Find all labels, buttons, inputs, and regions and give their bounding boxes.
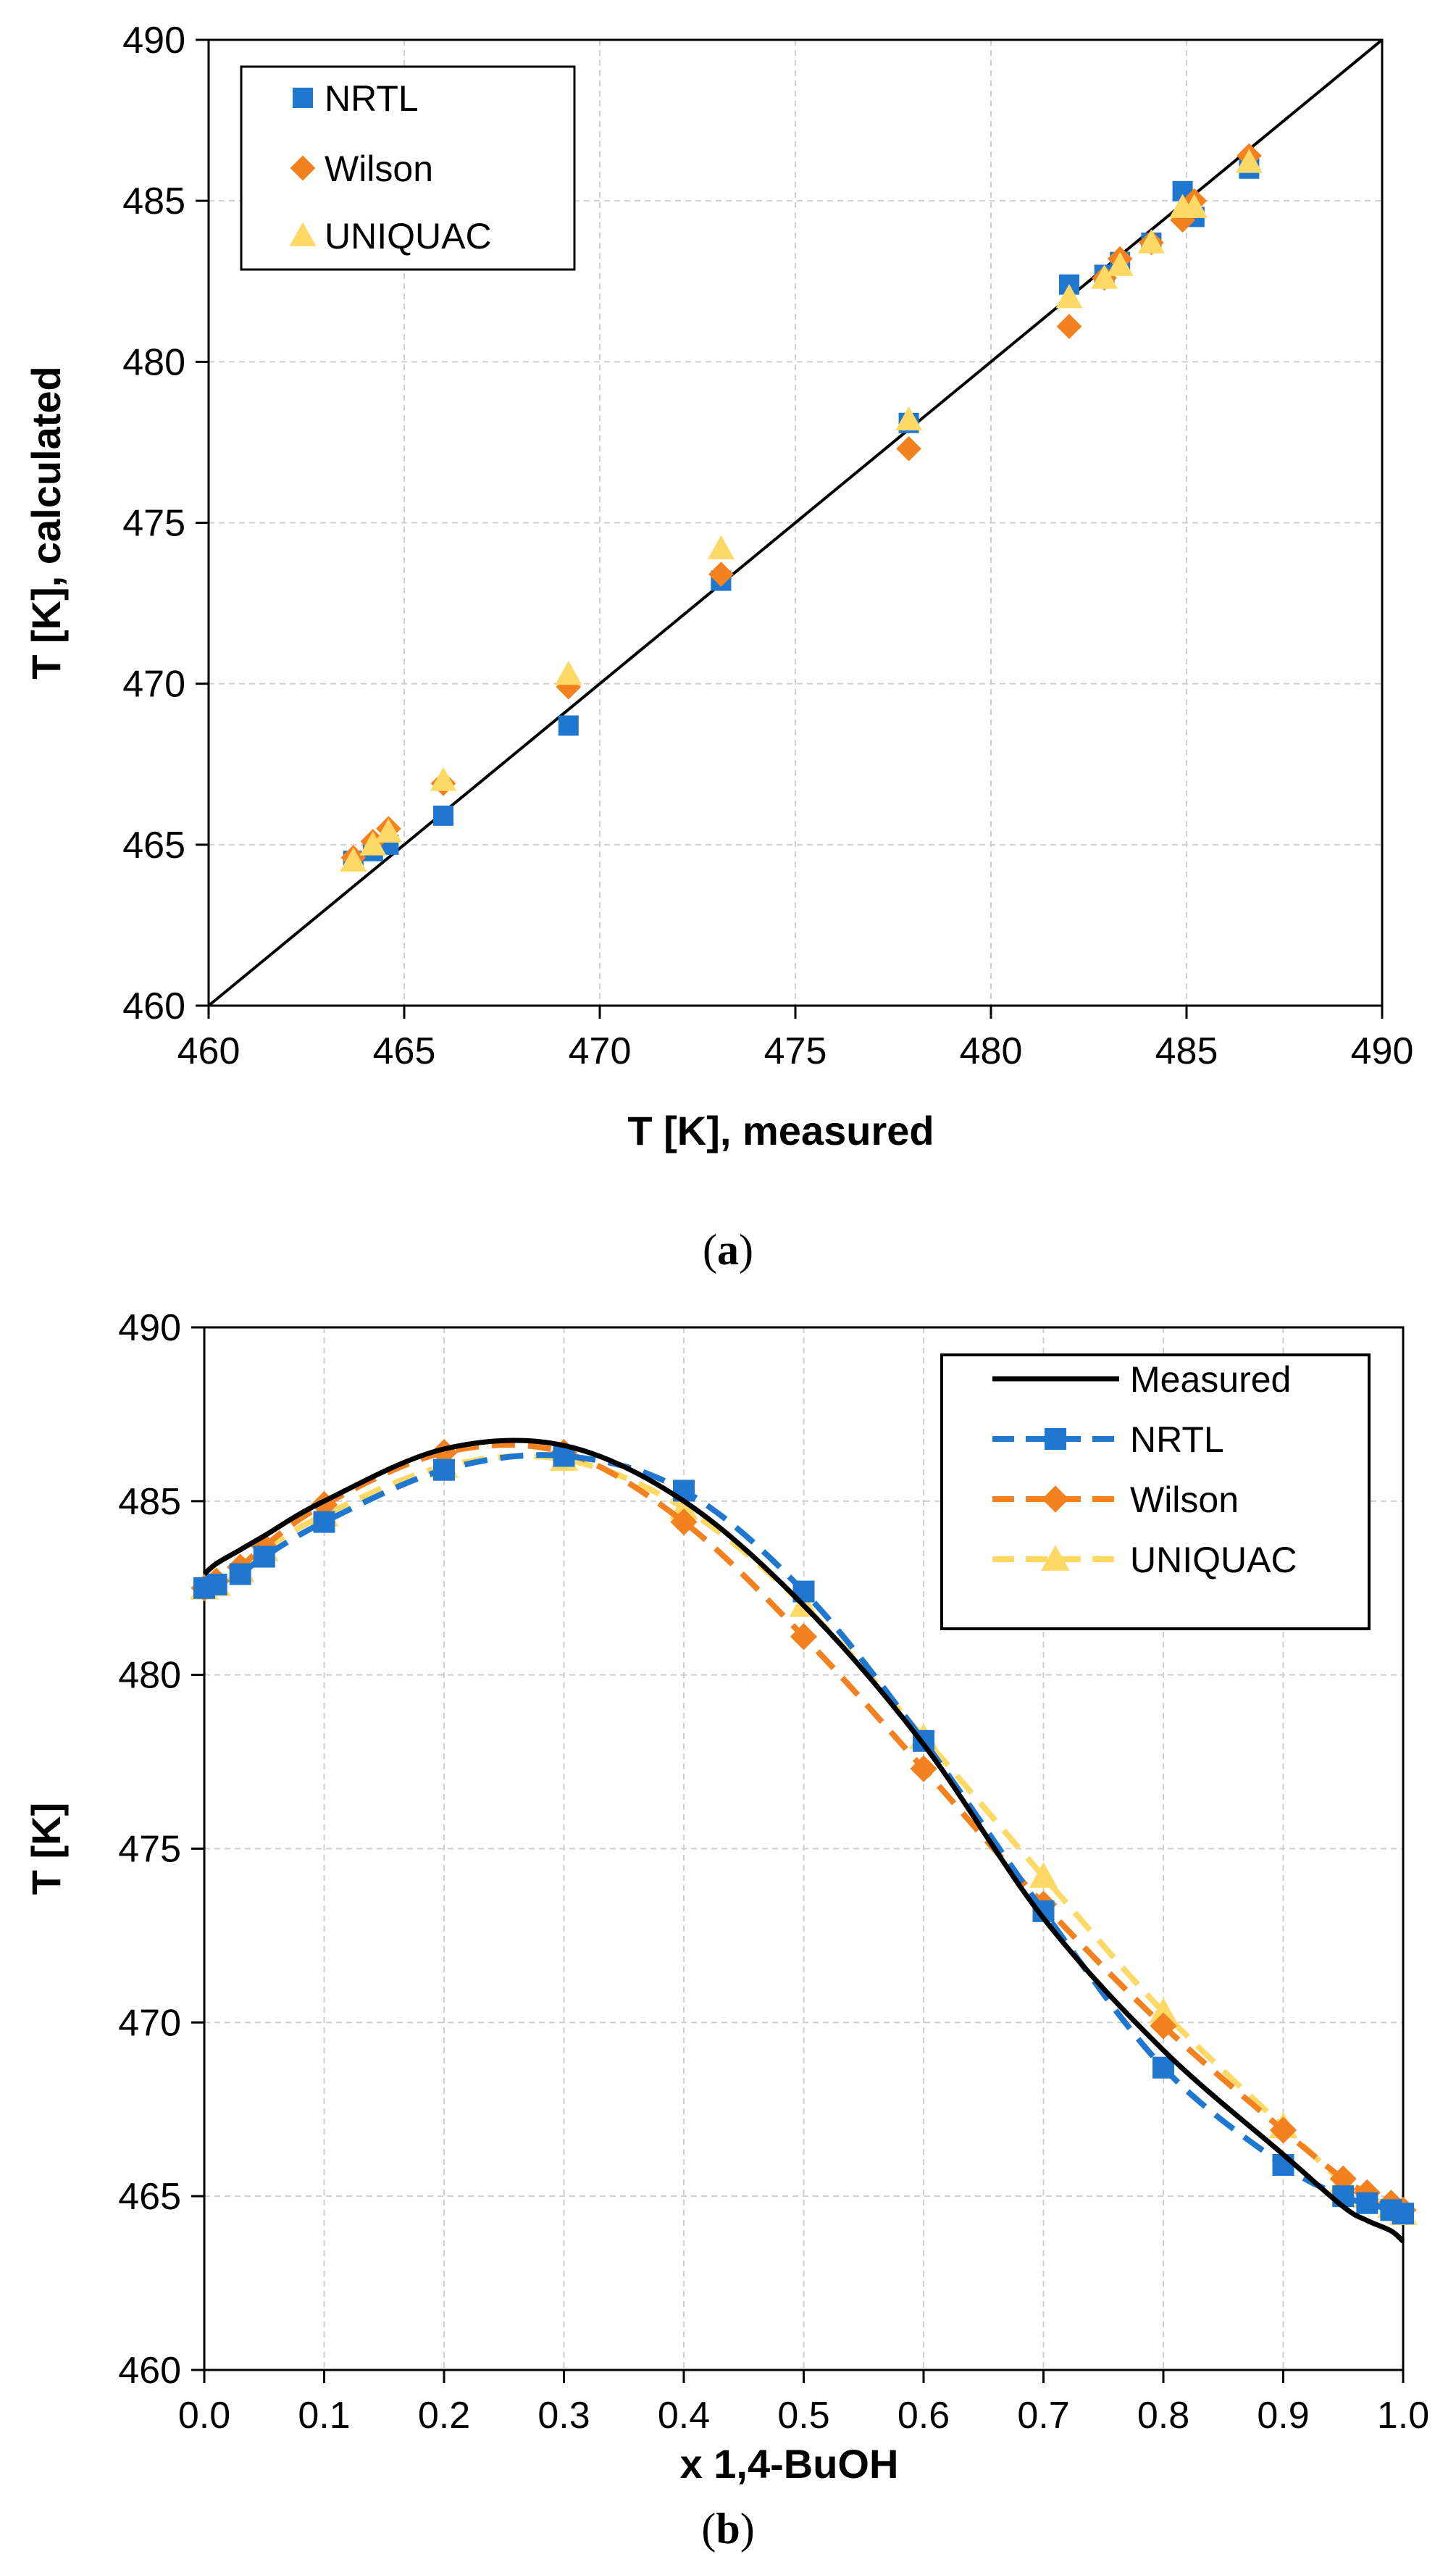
panel-b-y-tick-label: 470 <box>118 2002 181 2044</box>
panel-b-line-uniquac <box>203 1453 1405 2216</box>
panel-a-caption: (a) <box>703 1226 753 1274</box>
panel-a-legend-marker-wilson <box>290 155 316 181</box>
panel-a-point-uniquac <box>707 535 735 559</box>
panel-a-point-uniquac <box>359 831 387 856</box>
panel-b-x-tick-label: 0.9 <box>1257 2395 1309 2437</box>
panel-a-y-tick-label: 475 <box>122 503 185 545</box>
panel-b-legend-marker-wilson <box>1042 1485 1069 1513</box>
panel-b-legend-marker-nrtl <box>1045 1428 1066 1450</box>
panel-a-point-uniquac <box>1055 283 1083 309</box>
panel-b-legend-label-uniquac: UNIQUAC <box>1130 1540 1297 1580</box>
panel-b-point-wilson <box>1150 2012 1177 2040</box>
panel-a-y-axis-label: T [K], calculated <box>23 366 69 680</box>
panel-b-legend-box <box>940 1353 1371 1630</box>
panel-b-line-measured <box>202 1437 1405 2244</box>
panel-a-x-tick-label: 485 <box>1155 1030 1218 1072</box>
panel-b-point-nrtl <box>253 1545 275 1568</box>
panel-a-legend-marker-nrtl <box>293 88 313 108</box>
panel-a-point-uniquac <box>375 818 402 843</box>
panel-a-point-uniquac <box>1106 251 1134 276</box>
panel-a-x-tick-label: 475 <box>764 1030 827 1072</box>
panel-b-x-axis-label: x 1,4-BuOH <box>680 2441 899 2487</box>
panel-b-point-uniquac <box>1149 1998 1178 2024</box>
panel-b-point-nrtl <box>205 1573 227 1595</box>
panel-b-point-uniquac <box>1029 1862 1058 1888</box>
panel-a-x-tick-label: 465 <box>373 1030 436 1072</box>
panel-b-point-wilson <box>670 1508 698 1536</box>
panel-b-chart: 0.0 0.1 0.2 0.3 0.4 0.5 0.6 0.7 0.8 0.9 1.0 460 465 4… <box>23 1307 1429 2553</box>
panel-b-point-nrtl <box>433 1458 455 1481</box>
panel-b-x-tick-label: 0.2 <box>418 2395 470 2437</box>
panel-a-point-uniquac <box>1137 229 1165 254</box>
panel-b-x-tick-label: 0.7 <box>1017 2395 1069 2437</box>
panel-a-point-uniquac <box>555 660 582 685</box>
panel-b-y-tick-label: 490 <box>118 1307 181 1349</box>
panel-a-point-wilson <box>708 562 734 587</box>
panel-b-y-axis-label: T [K] <box>23 1803 69 1895</box>
panel-a-y-tick-label: 460 <box>122 985 185 1027</box>
panel-a-point-uniquac <box>340 847 367 872</box>
panel-a-legend-label-wilson: Wilson <box>325 149 433 189</box>
panel-a-legend-label-uniquac: UNIQUAC <box>325 216 492 256</box>
panel-b-point-wilson <box>1329 2165 1357 2192</box>
panel-b-legend-label-measured: Measured <box>1130 1359 1291 1400</box>
panel-b-point-wilson <box>790 1623 818 1650</box>
panel-a-y-tick-label: 485 <box>122 180 185 222</box>
panel-a-legend-label-nrtl: NRTL <box>325 78 419 119</box>
panel-a-series-uniquac <box>340 149 1263 872</box>
panel-b-line-wilson <box>202 1442 1405 2213</box>
panel-b-x-tick-label: 0.0 <box>178 2395 230 2437</box>
panel-a-point-uniquac <box>1235 149 1263 173</box>
panel-a-y-tick-label: 470 <box>122 664 185 706</box>
panel-b-point-nrtl <box>313 1511 335 1533</box>
panel-b-legend-label-nrtl: NRTL <box>1130 1419 1224 1460</box>
panel-b-legend-marker-uniquac <box>1041 1545 1070 1571</box>
panel-b-legend: Measured NRTL Wilson UNIQUAC <box>940 1353 1371 1630</box>
panel-a-point-wilson <box>1170 207 1195 233</box>
panel-a-y-tick-label: 480 <box>122 341 185 383</box>
panel-b-y-tick-label: 480 <box>118 1655 181 1697</box>
panel-b-series-measured <box>202 1437 1405 2244</box>
panel-b-y-tick-label: 460 <box>118 2350 181 2392</box>
panel-b-point-nrtl <box>1392 2203 1414 2225</box>
panel-a-point-wilson <box>896 435 921 462</box>
panel-a-point-uniquac <box>1169 193 1197 218</box>
panel-b-x-tick-label: 0.5 <box>777 2395 829 2437</box>
panel-a-chart: 460 465 470 475 480 485 490 460 465 470 475 480 485 4… <box>23 20 1414 1274</box>
panel-b-caption: (b) <box>701 2505 754 2553</box>
panel-b-x-tick-label: 0.3 <box>537 2395 590 2437</box>
panel-a-point-nrtl <box>558 715 579 736</box>
panel-b-x-tick-label: 0.4 <box>658 2395 710 2437</box>
panel-a-legend: NRTL Wilson UNIQUAC <box>240 65 576 271</box>
panel-a-x-tick-label: 470 <box>569 1030 632 1072</box>
panel-b-point-wilson <box>910 1755 937 1782</box>
panel-b-x-tick-label: 0.6 <box>898 2395 950 2437</box>
panel-a-point-wilson <box>1056 314 1082 339</box>
panel-a-x-tick-label: 480 <box>960 1030 1023 1072</box>
panel-b-y-tick-label: 485 <box>118 1481 181 1523</box>
panel-a-x-axis-label: T [K], measured <box>627 1108 934 1153</box>
panel-a-point-uniquac <box>430 767 457 791</box>
panel-a-legend-marker-uniquac <box>289 222 317 246</box>
panel-a-y-tick-label: 490 <box>122 20 185 62</box>
panel-b-point-nrtl <box>229 1563 251 1585</box>
panel-b-point-wilson <box>1269 2116 1297 2144</box>
panel-b-x-tick-label: 1.0 <box>1377 2395 1429 2437</box>
panel-a-point-nrtl <box>433 805 453 826</box>
panel-b-x-tick-label: 0.8 <box>1137 2395 1189 2437</box>
panel-a-point-uniquac <box>1091 264 1118 289</box>
panel-a-x-tick-label: 460 <box>177 1030 240 1072</box>
panel-b-point-nrtl <box>1356 2192 1378 2214</box>
panel-a-x-tick-label: 490 <box>1351 1030 1414 1072</box>
panel-b-y-tick-label: 465 <box>118 2176 181 2218</box>
panel-a-y-tick-label: 465 <box>122 825 185 867</box>
panel-a-point-uniquac <box>895 406 923 431</box>
panel-b-x-tick-label: 0.1 <box>298 2395 350 2437</box>
panel-b-legend-label-wilson: Wilson <box>1130 1480 1239 1520</box>
panel-b-y-tick-label: 475 <box>118 1829 181 1871</box>
